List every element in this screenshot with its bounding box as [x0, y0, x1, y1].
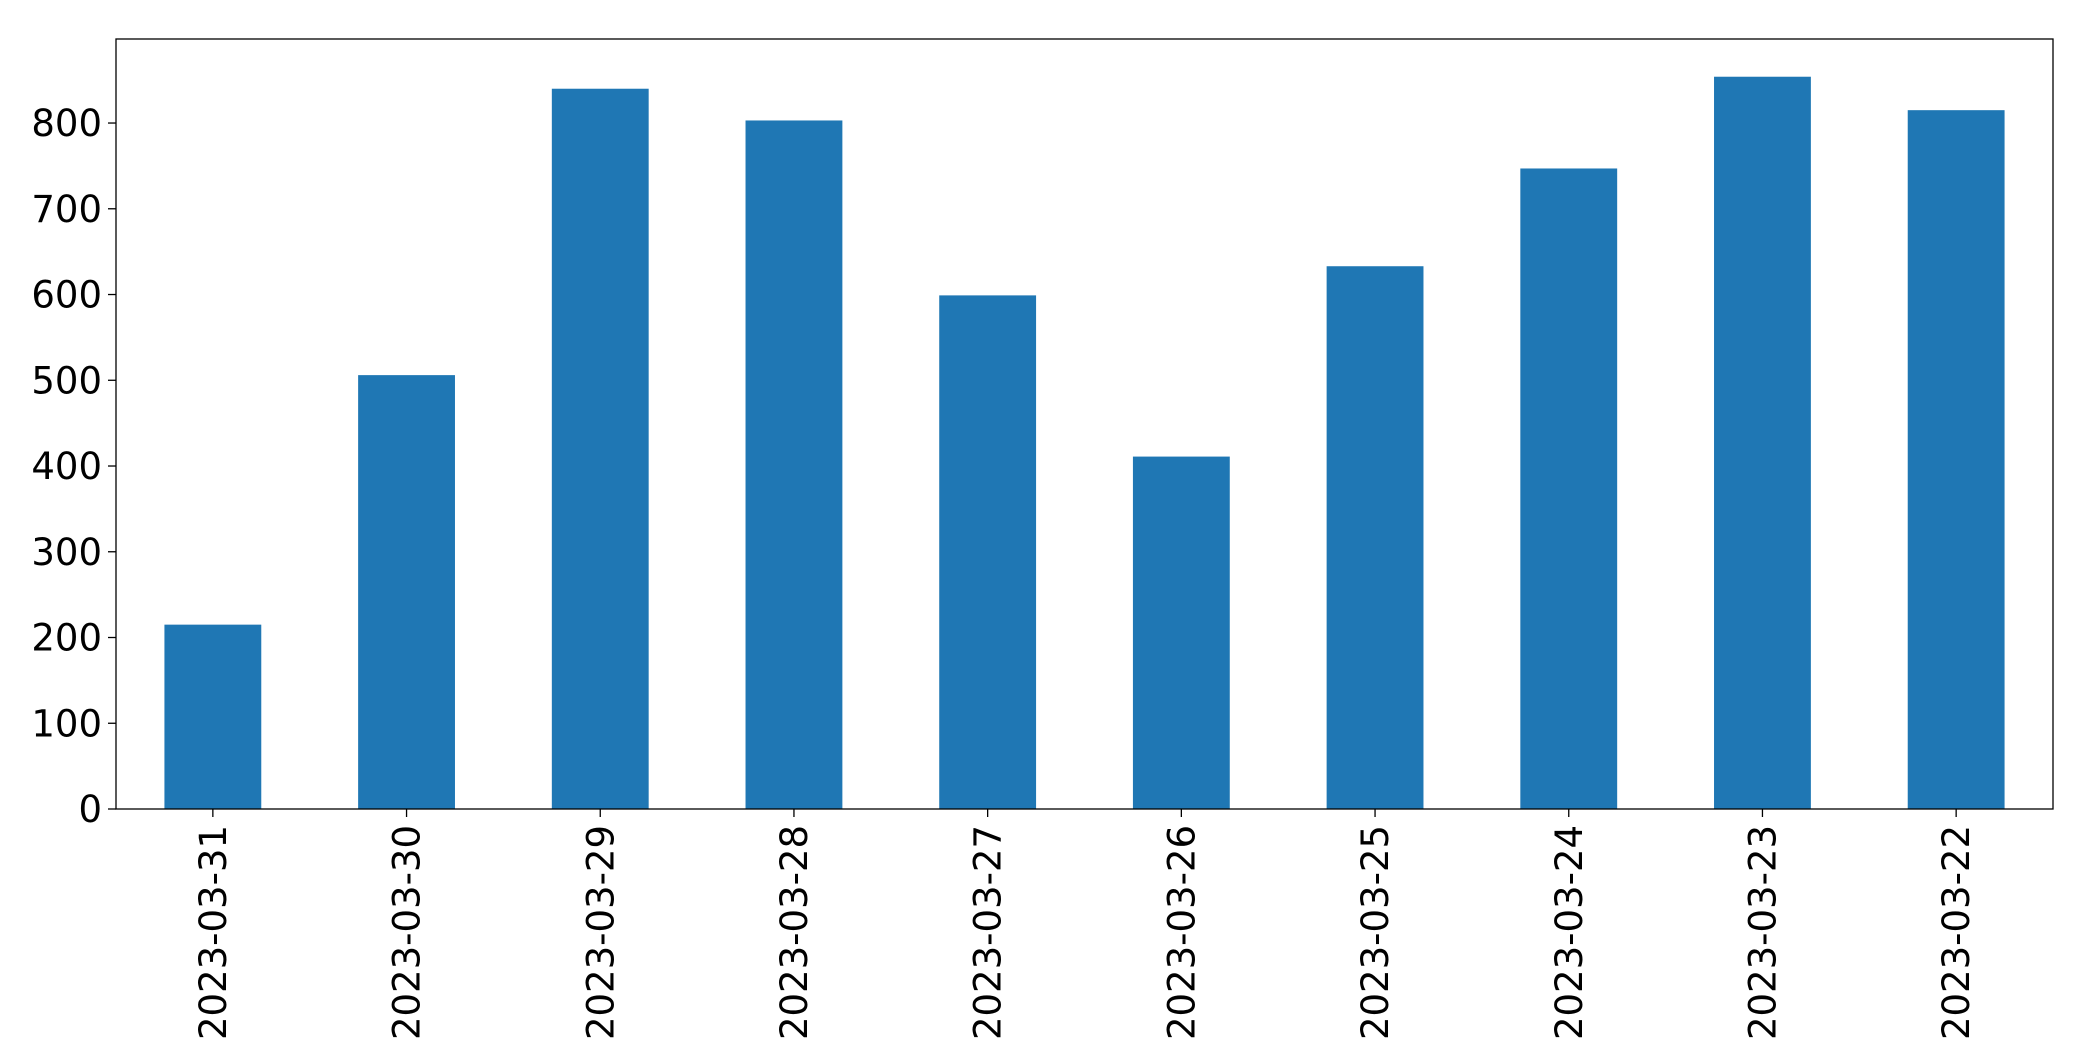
x-tick-label: 2023-03-26 [1160, 825, 1203, 1040]
bar [1520, 168, 1618, 809]
x-tick-label: 2023-03-27 [967, 825, 1010, 1040]
bar [939, 295, 1037, 809]
y-tick-label: 100 [31, 702, 102, 745]
y-tick-label: 700 [31, 188, 102, 231]
x-tick-label: 2023-03-31 [192, 825, 235, 1040]
bar [1132, 456, 1230, 809]
y-tick-label: 500 [31, 359, 102, 402]
bar [1907, 110, 2005, 810]
x-tick-label: 2023-03-30 [386, 825, 429, 1040]
bar [164, 624, 262, 809]
bar [1714, 76, 1811, 810]
y-tick-label: 300 [31, 531, 102, 574]
bar [745, 120, 843, 809]
x-tick-label: 2023-03-29 [579, 825, 622, 1040]
y-tick-label: 400 [31, 445, 102, 488]
y-tick-label: 0 [78, 788, 102, 831]
bar [358, 375, 455, 809]
x-tick-label: 2023-03-28 [773, 825, 816, 1040]
x-tick-label: 2023-03-22 [1935, 825, 1978, 1040]
y-tick-label: 200 [31, 617, 102, 660]
x-tick-label: 2023-03-24 [1548, 825, 1591, 1040]
bar [551, 88, 649, 810]
y-tick-label: 600 [31, 274, 102, 317]
bar [1326, 266, 1424, 809]
x-tick-label: 2023-03-25 [1354, 825, 1397, 1040]
x-tick-label: 2023-03-23 [1741, 825, 1784, 1040]
plot-frame [115, 38, 2054, 810]
y-tick-label: 800 [31, 102, 102, 145]
